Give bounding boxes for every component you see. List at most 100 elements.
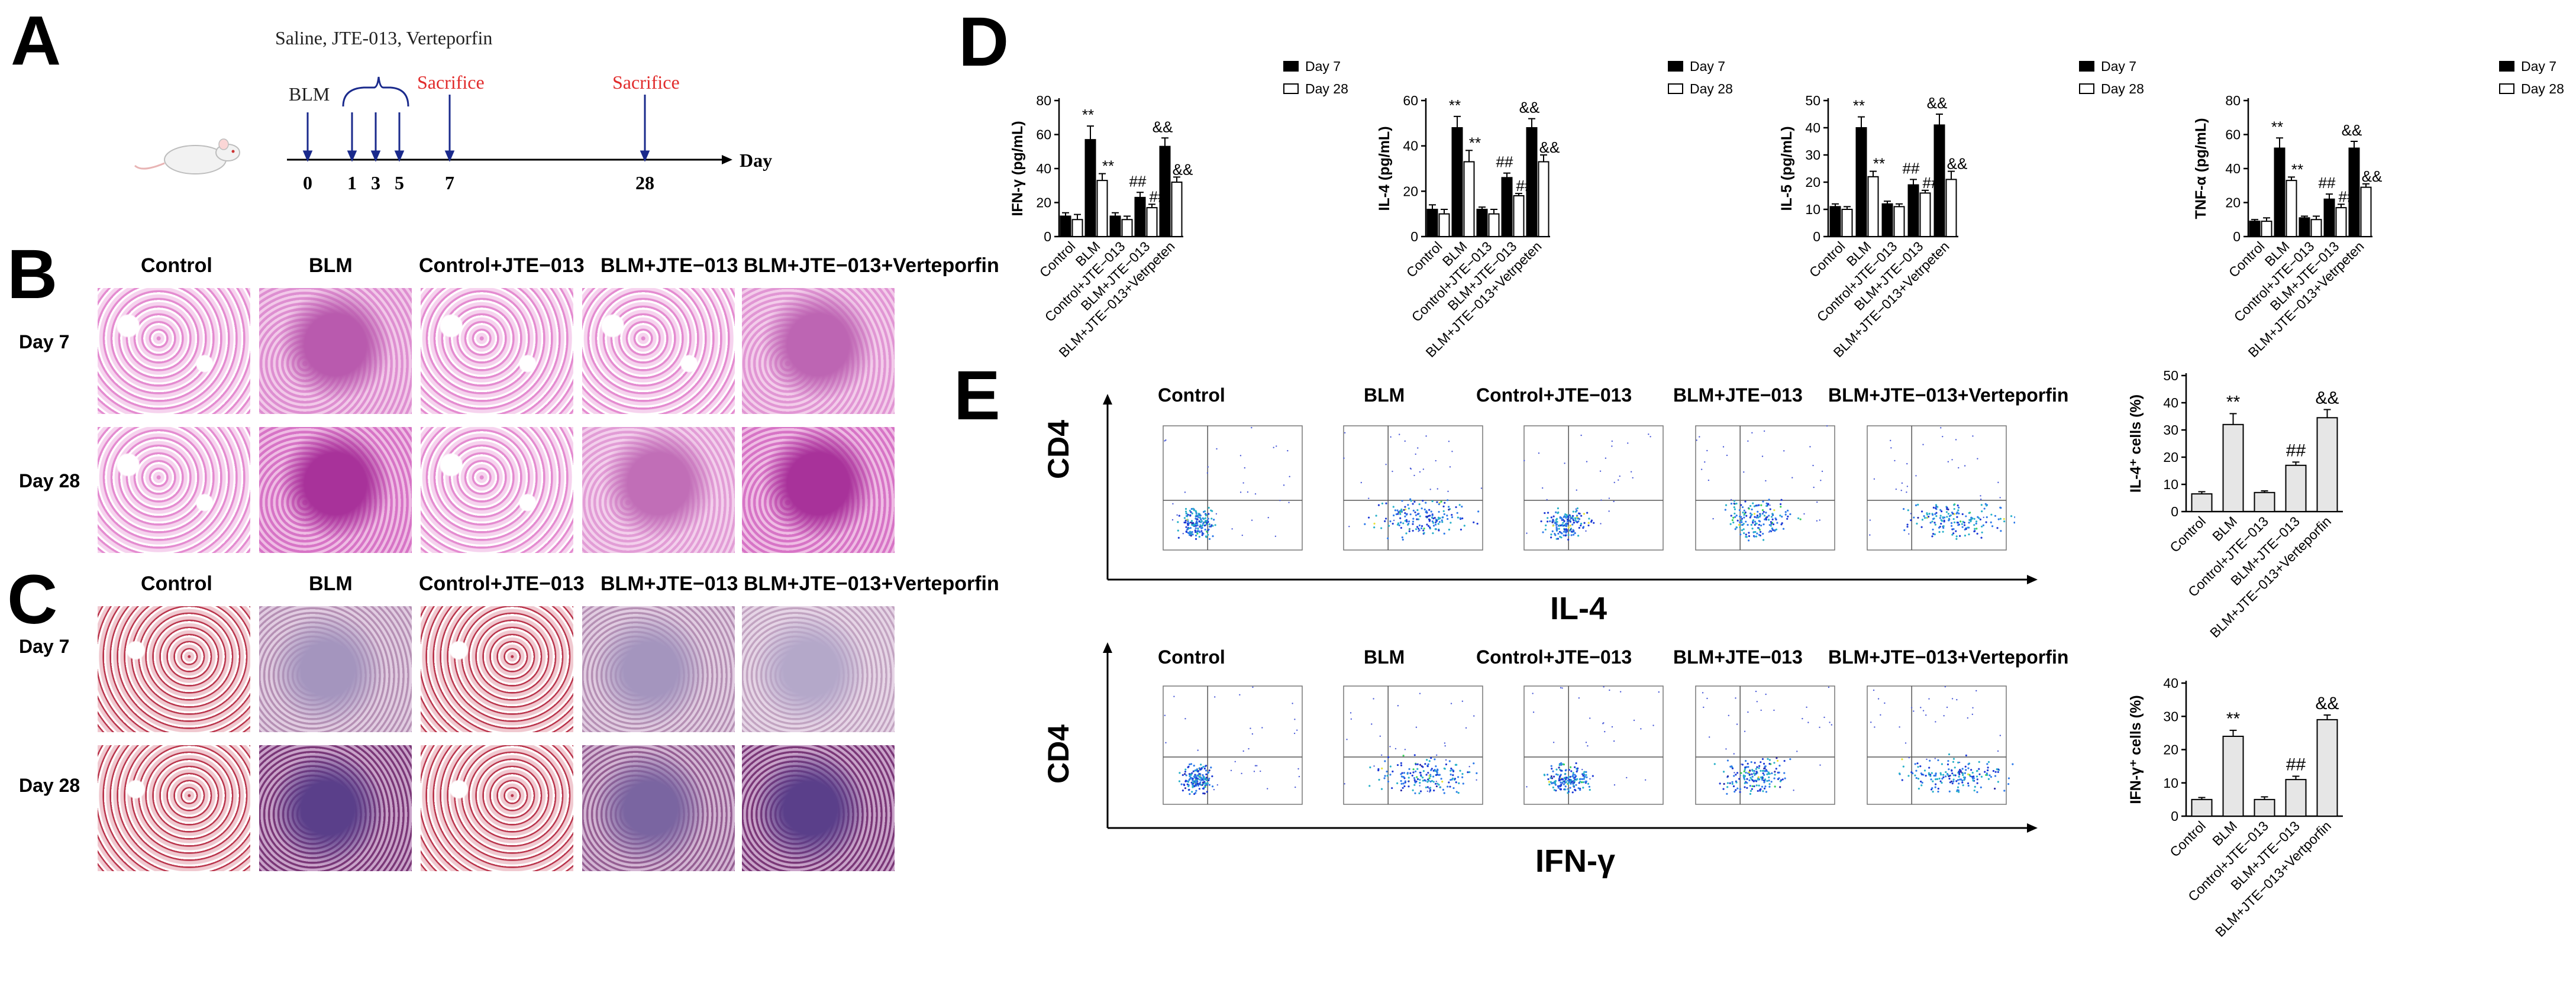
flow-event-dot (1971, 775, 1973, 778)
flow-event-dot (1189, 774, 1191, 777)
flow-event-dot (1196, 518, 1198, 520)
flow-event-dot (1283, 484, 1285, 486)
flow-event-dot (1400, 526, 1402, 529)
flow-event-dot (1739, 791, 1741, 793)
flow-event-dot (1402, 755, 1405, 757)
flow-plot-r2-c1 (1163, 685, 1303, 805)
flow-event-dot (1428, 779, 1430, 782)
flow-event-dot (1415, 528, 1418, 531)
flow-event-dot (1199, 524, 1202, 526)
flow-event-dot (1429, 791, 1431, 793)
flow-event-dot (1793, 790, 1794, 791)
flow-event-dot (1608, 497, 1610, 499)
flow-event-dot (1894, 460, 1896, 462)
flow-event-dot (1247, 491, 1249, 493)
flow-event-dot (1212, 525, 1214, 527)
flow-event-dot (1567, 515, 1569, 517)
flow-event-dot (1791, 477, 1793, 478)
flow-event-dot (1400, 789, 1402, 792)
flow-event-dot (1768, 762, 1771, 765)
bar-mark (1134, 196, 1146, 237)
flow-event-dot (1948, 775, 1950, 778)
flow-event-dot (1696, 439, 1697, 441)
significance-label: ** (2226, 392, 2241, 412)
panel-letter-d: D (958, 3, 1009, 81)
flow-event-dot (1207, 533, 1209, 536)
flow-event-dot (1191, 522, 1193, 525)
flow-event-dot (1611, 445, 1613, 447)
flow-event-dot (1443, 532, 1445, 535)
flow-event-dot (1201, 532, 1203, 534)
flow-event-dot (1963, 524, 1966, 526)
flow-event-dot (1779, 786, 1781, 788)
flow-event-dot (1442, 510, 1445, 512)
flow-event-dot (1429, 775, 1432, 778)
flow-event-dot (1437, 782, 1439, 785)
flow-event-dot (1567, 782, 1570, 785)
bar-mark (1071, 219, 1083, 237)
flow-event-dot (1190, 763, 1193, 765)
flow-event-dot (1915, 769, 1918, 772)
flow-event-dot (1202, 765, 1205, 768)
flow-event-dot (1560, 769, 1563, 772)
flow-event-dot (1393, 519, 1395, 522)
flow-event-dot (1587, 524, 1590, 527)
flow-event-dot (1739, 521, 1741, 523)
flow-event-dot (1371, 723, 1373, 725)
flow-event-dot (1946, 774, 1949, 776)
flow-event-dot (1981, 525, 1983, 528)
flow-event-dot (1756, 701, 1758, 703)
flow-event-dot (1413, 500, 1416, 503)
flow-event-dot (1563, 531, 1565, 533)
flow-event-dot (1460, 528, 1463, 531)
timeline-diagram: Saline, JTE-013, Verteporfin BLM Sacrifi… (134, 27, 772, 193)
flow-event-dot (1421, 525, 1423, 528)
flow-event-dot (1546, 520, 1549, 523)
flow-event-dot (1942, 435, 1944, 438)
flow-event-dot (1755, 504, 1757, 507)
flow-plot-r1-c4 (1695, 425, 1835, 551)
flow-event-dot (1996, 527, 1999, 529)
flow-event-dot (1202, 792, 1205, 795)
flow-event-dot (1784, 777, 1786, 779)
he-tile-blm-d28 (259, 427, 412, 553)
bar-mark (2274, 147, 2286, 237)
flow-event-dot (1762, 510, 1765, 513)
flow-event-dot (1748, 532, 1750, 534)
y-tick-label: 60 (1403, 93, 1418, 108)
flow-event-dot (1563, 783, 1565, 785)
flow-event-dot (1948, 768, 1950, 771)
flow-event-dot (1396, 509, 1399, 512)
bar-mark (2348, 147, 2360, 237)
flow-event-dot (1748, 539, 1750, 542)
flow-event-dot (1418, 529, 1421, 532)
flow-event-dot (1394, 748, 1397, 750)
flow-event-dot (1554, 784, 1557, 786)
flow-event-dot (1402, 782, 1405, 785)
flow-event-dot (1957, 522, 1959, 524)
y-tick-label: 40 (1036, 161, 1051, 176)
treatments-label: Saline, JTE-013, Verteporfin (275, 27, 492, 48)
flow-event-dot (1741, 523, 1744, 526)
flow-event-dot (1569, 520, 1571, 523)
flow-event-dot (1392, 522, 1394, 525)
flow-event-dot (1387, 756, 1390, 758)
flow-event-dot (1406, 772, 1409, 774)
flow-event-dot (1289, 475, 1290, 478)
flow-event-dot (1568, 778, 1571, 781)
flow-event-dot (1870, 722, 1872, 723)
flow-event-dot (1195, 792, 1197, 794)
flow-event-dot (1403, 772, 1406, 774)
flow-event-dot (1195, 779, 1197, 782)
flow-event-dot (1747, 711, 1749, 713)
flow-event-dot (1941, 782, 1943, 784)
flow-event-dot (1763, 430, 1765, 432)
flow-event-dot (1551, 768, 1553, 770)
flow-event-dot (1964, 465, 1966, 467)
flow-event-dot (1254, 765, 1257, 766)
flow-event-dot (1765, 770, 1768, 772)
mt-tile-ctrljte-d7 (421, 606, 573, 732)
flow-event-dot (1404, 519, 1407, 522)
flow-event-dot (1440, 500, 1442, 503)
b-col-blm-jte-vp: BLM+JTE−013+Verteporfin (744, 254, 999, 277)
